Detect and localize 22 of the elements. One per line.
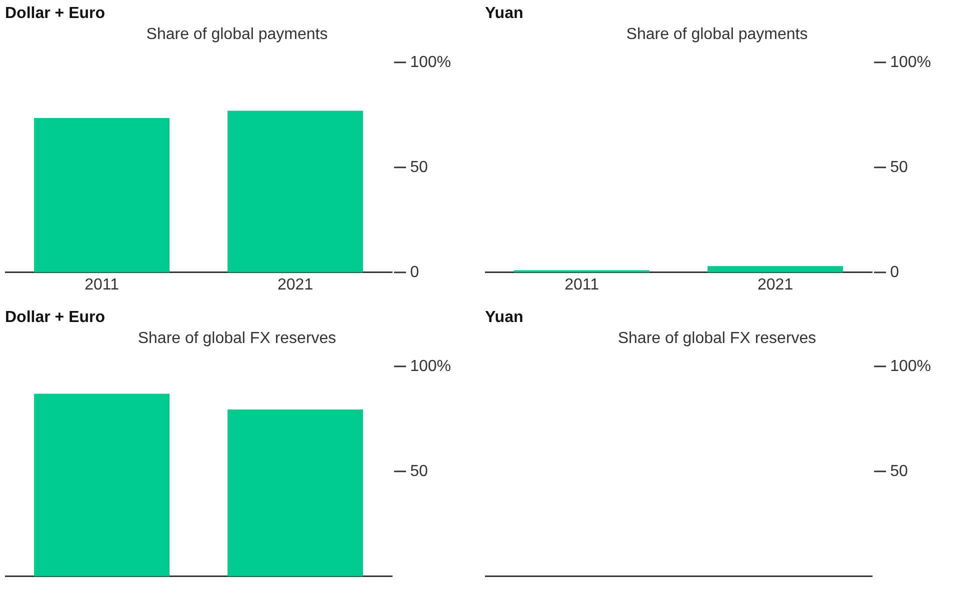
chart-subtitle: Share of global FX reserves (138, 330, 336, 348)
y-tick-label: 50 (890, 462, 908, 480)
x-tick-label: 2011 (564, 276, 600, 294)
chart-title: Dollar + Euro (5, 5, 106, 22)
x-tick-label: 2021 (758, 276, 794, 294)
chart-subtitle: Share of global payments (626, 26, 808, 44)
y-tick-label: 100% (890, 54, 931, 71)
chart-title: Yuan (485, 309, 524, 326)
chart-subtitle: Share of global payments (146, 26, 328, 44)
y-tick-label: 100% (410, 358, 451, 375)
chart-title: Yuan (485, 5, 524, 22)
y-tick-label: 100% (410, 54, 451, 71)
y-tick-label: 50 (410, 158, 428, 176)
chart-subtitle: Share of global FX reserves (618, 330, 816, 348)
chart-title: Dollar + Euro (5, 309, 106, 326)
y-tick-label: 100% (890, 358, 931, 375)
x-tick-label: 2011 (84, 276, 120, 294)
y-tick-label: 0 (890, 264, 900, 281)
y-tick-label: 0 (410, 264, 420, 281)
x-tick-label: 2021 (278, 276, 314, 294)
y-tick-label: 50 (890, 158, 908, 176)
y-tick-label: 50 (410, 462, 428, 480)
